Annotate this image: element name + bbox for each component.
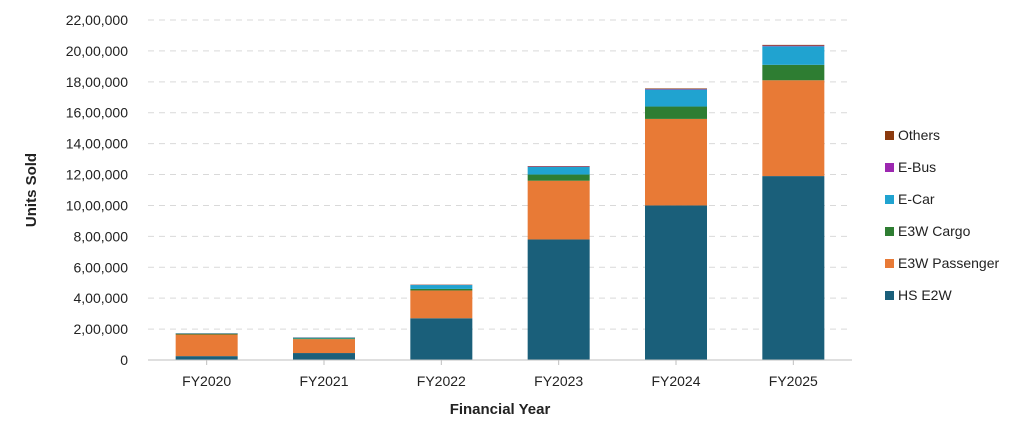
bar-segment-others [645, 88, 707, 90]
y-tick-label: 4,00,000 [74, 290, 129, 306]
bar-stack-fy2022 [410, 284, 473, 360]
legend-label: HS E2W [898, 287, 952, 303]
bar-segment-e3w-passenger [527, 180, 590, 240]
x-tick-label: FY2021 [299, 373, 348, 389]
legend-item-e-car: E-Car [885, 191, 935, 207]
bar-segment-e-car [527, 166, 590, 175]
bar-segment-hs-e2w [410, 318, 473, 360]
y-axis-title: Units Sold [23, 153, 40, 227]
y-tick-label: 22,00,000 [66, 12, 128, 28]
bar-stack-fy2021 [293, 337, 355, 360]
bar-segment-e-car [645, 89, 707, 107]
bar-segment-hs-e2w [527, 239, 590, 360]
y-tick-label: 16,00,000 [66, 105, 128, 121]
bar-segment-e-car [762, 46, 825, 65]
legend-item-e3w-passenger: E3W Passenger [885, 255, 999, 271]
bar-stack-fy2025 [762, 44, 825, 360]
x-tick-labels: FY2020 FY2021 FY2022 FY2023 FY2024 FY2025 [182, 373, 818, 389]
legend: Others E-Bus E-Car E3W Cargo E3W Passenger HS… [885, 127, 999, 303]
bar-segment-e3w-passenger [175, 334, 238, 357]
bar-segment-e-bus [762, 45, 825, 47]
bar-segment-e3w-cargo [293, 338, 355, 340]
x-tick-label: FY2023 [534, 373, 583, 389]
bar-segment-hs-e2w [293, 353, 355, 360]
bar-segment-hs-e2w [762, 176, 825, 360]
bar-segment-e3w-passenger [762, 80, 825, 177]
bar-segment-e3w-cargo [762, 64, 825, 81]
legend-label: E-Bus [898, 159, 936, 175]
y-tick-label: 18,00,000 [66, 74, 128, 90]
legend-label: E3W Cargo [898, 223, 971, 239]
x-tick-label: FY2020 [182, 373, 231, 389]
bar-segment-hs-e2w [175, 356, 238, 360]
y-tick-labels: 0 2,00,000 4,00,000 6,00,000 8,00,000 10,00,0… [66, 12, 129, 368]
legend-item-e-bus: E-Bus [885, 159, 936, 175]
x-axis-title: Financial Year [450, 401, 551, 418]
bar-segment-e3w-cargo [175, 333, 238, 335]
y-tick-label: 0 [120, 352, 128, 368]
bar-segment-e3w-cargo [410, 288, 473, 291]
legend-label: E-Car [898, 191, 935, 207]
y-tick-label: 10,00,000 [66, 197, 128, 213]
x-tick-label: FY2025 [769, 373, 818, 389]
legend-swatch [885, 163, 894, 172]
y-tick-label: 8,00,000 [74, 228, 129, 244]
legend-item-e3w-cargo: E3W Cargo [885, 223, 971, 239]
legend-swatch [885, 291, 894, 300]
legend-item-others: Others [885, 127, 940, 143]
x-tick-label: FY2022 [417, 373, 466, 389]
legend-swatch [885, 195, 894, 204]
legend-swatch [885, 259, 894, 268]
legend-label: Others [898, 127, 940, 143]
y-tick-label: 2,00,000 [74, 321, 129, 337]
bar-stack-fy2020 [175, 333, 238, 360]
y-tick-label: 20,00,000 [66, 43, 128, 59]
legend-label: E3W Passenger [898, 255, 999, 271]
bar-segment-hs-e2w [645, 205, 707, 360]
bar-stack-fy2023 [527, 166, 590, 360]
y-tick-label: 14,00,000 [66, 136, 128, 152]
bar-segment-e-car [410, 285, 473, 289]
bar-segment-e3w-cargo [527, 174, 590, 181]
bar-segment-others [762, 44, 825, 46]
bar-segment-e3w-passenger [293, 339, 355, 354]
legend-item-hs-e2w: HS E2W [885, 287, 952, 303]
bar-segment-e3w-passenger [645, 118, 707, 206]
legend-swatch [885, 227, 894, 236]
gridlines [148, 19, 852, 330]
bar-segment-e3w-cargo [645, 106, 707, 119]
x-tick-label: FY2024 [651, 373, 700, 389]
y-tick-label: 12,00,000 [66, 167, 128, 183]
bar-segment-e3w-passenger [410, 290, 473, 319]
y-tick-label: 6,00,000 [74, 259, 129, 275]
axes [148, 359, 852, 365]
legend-swatch [885, 131, 894, 140]
bar-stacks [175, 44, 825, 360]
bar-segment-e-car [293, 337, 355, 339]
bar-stack-fy2024 [645, 88, 707, 360]
